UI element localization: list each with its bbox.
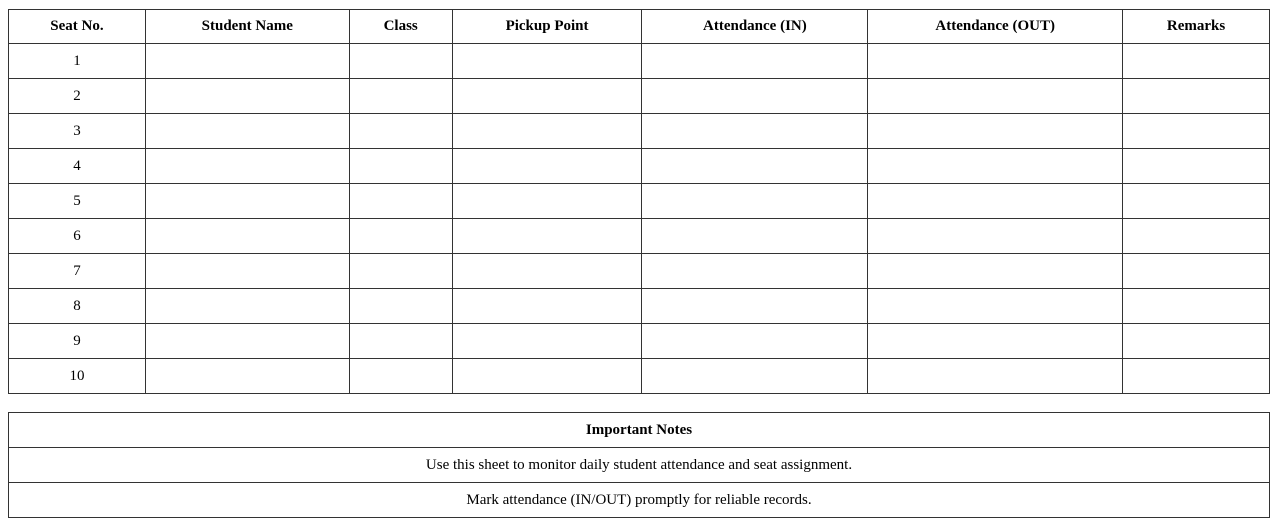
table-cell[interactable] <box>348 253 453 289</box>
column-header: Student Name <box>144 9 350 44</box>
table-cell[interactable] <box>641 183 869 219</box>
table-cell[interactable] <box>867 148 1124 184</box>
table-cell[interactable] <box>867 183 1124 219</box>
table-cell[interactable] <box>1122 183 1270 219</box>
seat-number-cell: 6 <box>8 218 146 254</box>
table-cell[interactable] <box>641 113 869 149</box>
table-cell[interactable] <box>1122 323 1270 359</box>
note-item: Use this sheet to monitor daily student … <box>8 447 1270 483</box>
table-cell[interactable] <box>451 358 643 394</box>
column-header: Attendance (OUT) <box>867 9 1124 44</box>
table-cell[interactable] <box>144 113 350 149</box>
table-cell[interactable] <box>1122 113 1270 149</box>
seat-number-cell: 10 <box>8 358 146 394</box>
table-cell[interactable] <box>451 288 643 324</box>
table-cell[interactable] <box>348 43 453 79</box>
table-cell[interactable] <box>144 43 350 79</box>
table-row: 8 <box>8 288 1270 324</box>
seat-number-cell: 1 <box>8 43 146 79</box>
table-row: 4 <box>8 148 1270 184</box>
table-cell[interactable] <box>641 323 869 359</box>
attendance-table: Seat No. Student Name Class Pickup Point Att… <box>8 9 1270 394</box>
table-cell[interactable] <box>144 148 350 184</box>
table-cell[interactable] <box>144 218 350 254</box>
table-cell[interactable] <box>451 183 643 219</box>
table-cell[interactable] <box>144 323 350 359</box>
table-cell[interactable] <box>641 78 869 114</box>
table-cell[interactable] <box>348 218 453 254</box>
table-row: 2 <box>8 78 1270 114</box>
table-cell[interactable] <box>867 113 1124 149</box>
table-cell[interactable] <box>144 253 350 289</box>
table-cell[interactable] <box>1122 148 1270 184</box>
table-cell[interactable] <box>348 323 453 359</box>
table-row: 9 <box>8 323 1270 359</box>
table-cell[interactable] <box>1122 43 1270 79</box>
table-cell[interactable] <box>451 113 643 149</box>
table-cell[interactable] <box>867 358 1124 394</box>
table-cell[interactable] <box>867 288 1124 324</box>
table-cell[interactable] <box>867 323 1124 359</box>
table-cell[interactable] <box>1122 288 1270 324</box>
table-row: 7 <box>8 253 1270 289</box>
table-cell[interactable] <box>144 78 350 114</box>
seat-number-cell: 4 <box>8 148 146 184</box>
note-item: Mark attendance (IN/OUT) promptly for re… <box>8 482 1270 518</box>
table-cell[interactable] <box>641 43 869 79</box>
table-cell[interactable] <box>348 288 453 324</box>
column-header: Seat No. <box>8 9 146 44</box>
table-row: 6 <box>8 218 1270 254</box>
notes-title: Important Notes <box>8 412 1270 448</box>
table-cell[interactable] <box>867 43 1124 79</box>
column-header: Class <box>348 9 453 44</box>
table-cell[interactable] <box>1122 218 1270 254</box>
table-cell[interactable] <box>641 253 869 289</box>
table-row: 10 <box>8 358 1270 394</box>
column-header: Attendance (IN) <box>641 9 869 44</box>
table-cell[interactable] <box>348 78 453 114</box>
seat-number-cell: 5 <box>8 183 146 219</box>
seat-number-cell: 9 <box>8 323 146 359</box>
important-notes-table: Important Notes Use this sheet to monito… <box>8 412 1270 518</box>
table-cell[interactable] <box>451 323 643 359</box>
table-cell[interactable] <box>348 148 453 184</box>
table-cell[interactable] <box>867 218 1124 254</box>
table-row: 3 <box>8 113 1270 149</box>
table-cell[interactable] <box>1122 358 1270 394</box>
seat-number-cell: 8 <box>8 288 146 324</box>
seat-number-cell: 3 <box>8 113 146 149</box>
seat-number-cell: 7 <box>8 253 146 289</box>
seat-number-cell: 2 <box>8 78 146 114</box>
table-row: 1 <box>8 43 1270 79</box>
table-cell[interactable] <box>348 358 453 394</box>
table-cell[interactable] <box>451 43 643 79</box>
table-cell[interactable] <box>1122 78 1270 114</box>
table-cell[interactable] <box>867 253 1124 289</box>
table-cell[interactable] <box>641 218 869 254</box>
table-cell[interactable] <box>451 218 643 254</box>
table-cell[interactable] <box>641 148 869 184</box>
header-row: Seat No. Student Name Class Pickup Point Att… <box>8 9 1270 44</box>
table-cell[interactable] <box>144 183 350 219</box>
table-cell[interactable] <box>451 148 643 184</box>
table-cell[interactable] <box>144 288 350 324</box>
table-cell[interactable] <box>348 183 453 219</box>
table-cell[interactable] <box>641 358 869 394</box>
table-cell[interactable] <box>867 78 1124 114</box>
table-cell[interactable] <box>641 288 869 324</box>
table-row: 5 <box>8 183 1270 219</box>
table-cell[interactable] <box>1122 253 1270 289</box>
table-cell[interactable] <box>451 253 643 289</box>
column-header: Remarks <box>1122 9 1270 44</box>
table-cell[interactable] <box>144 358 350 394</box>
column-header: Pickup Point <box>451 9 643 44</box>
table-cell[interactable] <box>451 78 643 114</box>
table-cell[interactable] <box>348 113 453 149</box>
